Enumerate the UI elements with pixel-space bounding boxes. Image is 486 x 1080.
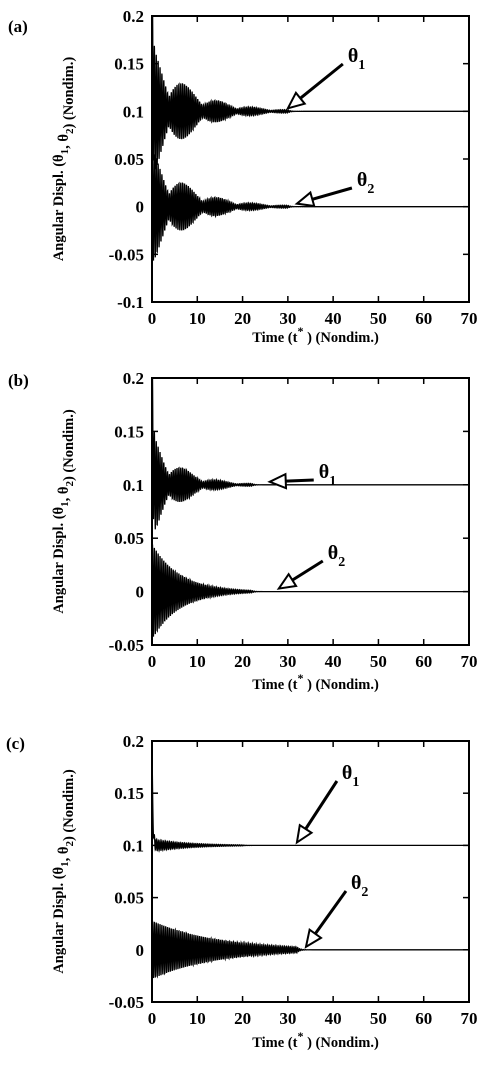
y-axis-label: Angular Displ. (θ1, θ2) (Nondim.)	[51, 57, 77, 262]
panel-label: (a)	[8, 17, 28, 36]
x-axis-label: Time (t* ) (Nondim.)	[252, 324, 379, 346]
annotation-arrow	[311, 186, 353, 201]
x-tick-label: 20	[234, 309, 251, 328]
annotation-arrowhead	[276, 572, 298, 590]
x-tick-label: 30	[279, 1009, 296, 1028]
series-line-1	[151, 377, 469, 530]
annotation-arrow	[304, 780, 339, 830]
y-tick-label: 0.05	[114, 889, 144, 908]
y-tick-label: 0.05	[114, 529, 144, 548]
x-tick-label: 70	[461, 1009, 478, 1028]
plot-frame	[151, 377, 470, 646]
annotation-arrowhead	[304, 928, 323, 949]
y-tick-label: 0.2	[123, 7, 144, 26]
series-line-1	[151, 15, 469, 170]
x-tick-label: 0	[148, 309, 157, 328]
y-tick-label: -0.05	[109, 245, 144, 264]
x-tick-label: 40	[325, 652, 342, 671]
y-tick-label: 0.05	[114, 150, 144, 169]
x-axis-label: Time (t* ) (Nondim.)	[252, 1029, 379, 1051]
x-tick-label: 30	[279, 652, 296, 671]
annotation-arrowhead	[267, 472, 288, 490]
panel-label: (b)	[8, 371, 29, 390]
annotation-arrow	[314, 890, 348, 935]
series-line-2	[151, 544, 469, 637]
y-tick-label: -0.05	[109, 636, 144, 655]
x-tick-label: 0	[148, 1009, 157, 1028]
series-line-1	[151, 740, 469, 853]
y-tick-label: 0.15	[114, 784, 144, 803]
plot-frame	[151, 15, 470, 303]
series-line-2	[151, 920, 469, 979]
x-tick-label: 20	[234, 1009, 251, 1028]
x-tick-label: 60	[415, 309, 432, 328]
annotation-label: θ1	[348, 45, 365, 73]
y-tick-label: 0.1	[123, 836, 144, 855]
y-tick-label: -0.1	[117, 293, 144, 312]
y-tick-label: 0.2	[123, 369, 144, 388]
x-tick-label: 40	[325, 309, 342, 328]
annotation-label: θ2	[351, 872, 368, 900]
y-tick-label: 0	[136, 941, 145, 960]
y-tick-label: 0.1	[123, 476, 144, 495]
y-tick-label: 0.2	[123, 732, 144, 751]
x-tick-label: 70	[461, 309, 478, 328]
y-tick-label: 0.1	[123, 102, 144, 121]
x-tick-label: 60	[415, 652, 432, 671]
x-tick-label: 30	[279, 309, 296, 328]
y-tick-label: -0.05	[109, 993, 144, 1012]
x-tick-label: 0	[148, 652, 157, 671]
x-tick-label: 10	[189, 309, 206, 328]
x-tick-label: 20	[234, 652, 251, 671]
chart-panel-1: (a) -0.1 -0.05 0 0.05 0.1 0.15 0.2 0 10 20 30 40 50 60…	[8, 7, 478, 346]
x-tick-label: 50	[370, 652, 387, 671]
annotation-label: θ2	[328, 542, 345, 570]
annotation-arrow	[299, 62, 344, 100]
y-tick-label: 0.15	[114, 55, 144, 74]
y-tick-label: 0	[136, 198, 145, 217]
x-tick-label: 60	[415, 1009, 432, 1028]
series-line-2	[151, 150, 469, 261]
plot-frame	[151, 740, 470, 1003]
annotation-label: θ1	[342, 762, 359, 790]
annotation-arrow	[285, 478, 314, 483]
y-tick-label: 0.15	[114, 422, 144, 441]
annotation-arrowhead	[285, 91, 307, 110]
x-tick-label: 10	[189, 1009, 206, 1028]
x-axis-label: Time (t* ) (Nondim.)	[252, 671, 379, 693]
y-axis-label: Angular Displ. (θ1, θ2) (Nondim.)	[51, 409, 77, 614]
annotation-arrow	[291, 559, 324, 582]
x-tick-label: 50	[370, 1009, 387, 1028]
annotation-arrowhead	[295, 823, 314, 845]
x-tick-label: 40	[325, 1009, 342, 1028]
x-tick-label: 50	[370, 309, 387, 328]
y-tick-label: 0	[136, 583, 145, 602]
annotation-label: θ2	[357, 169, 374, 197]
x-tick-label: 10	[189, 652, 206, 671]
panel-label: (c)	[6, 734, 25, 753]
y-axis-label: Angular Displ. (θ1, θ2) (Nondim.)	[51, 769, 77, 974]
annotation-arrowhead	[294, 190, 316, 208]
annotation-label: θ1	[319, 461, 336, 489]
x-tick-label: 70	[461, 652, 478, 671]
